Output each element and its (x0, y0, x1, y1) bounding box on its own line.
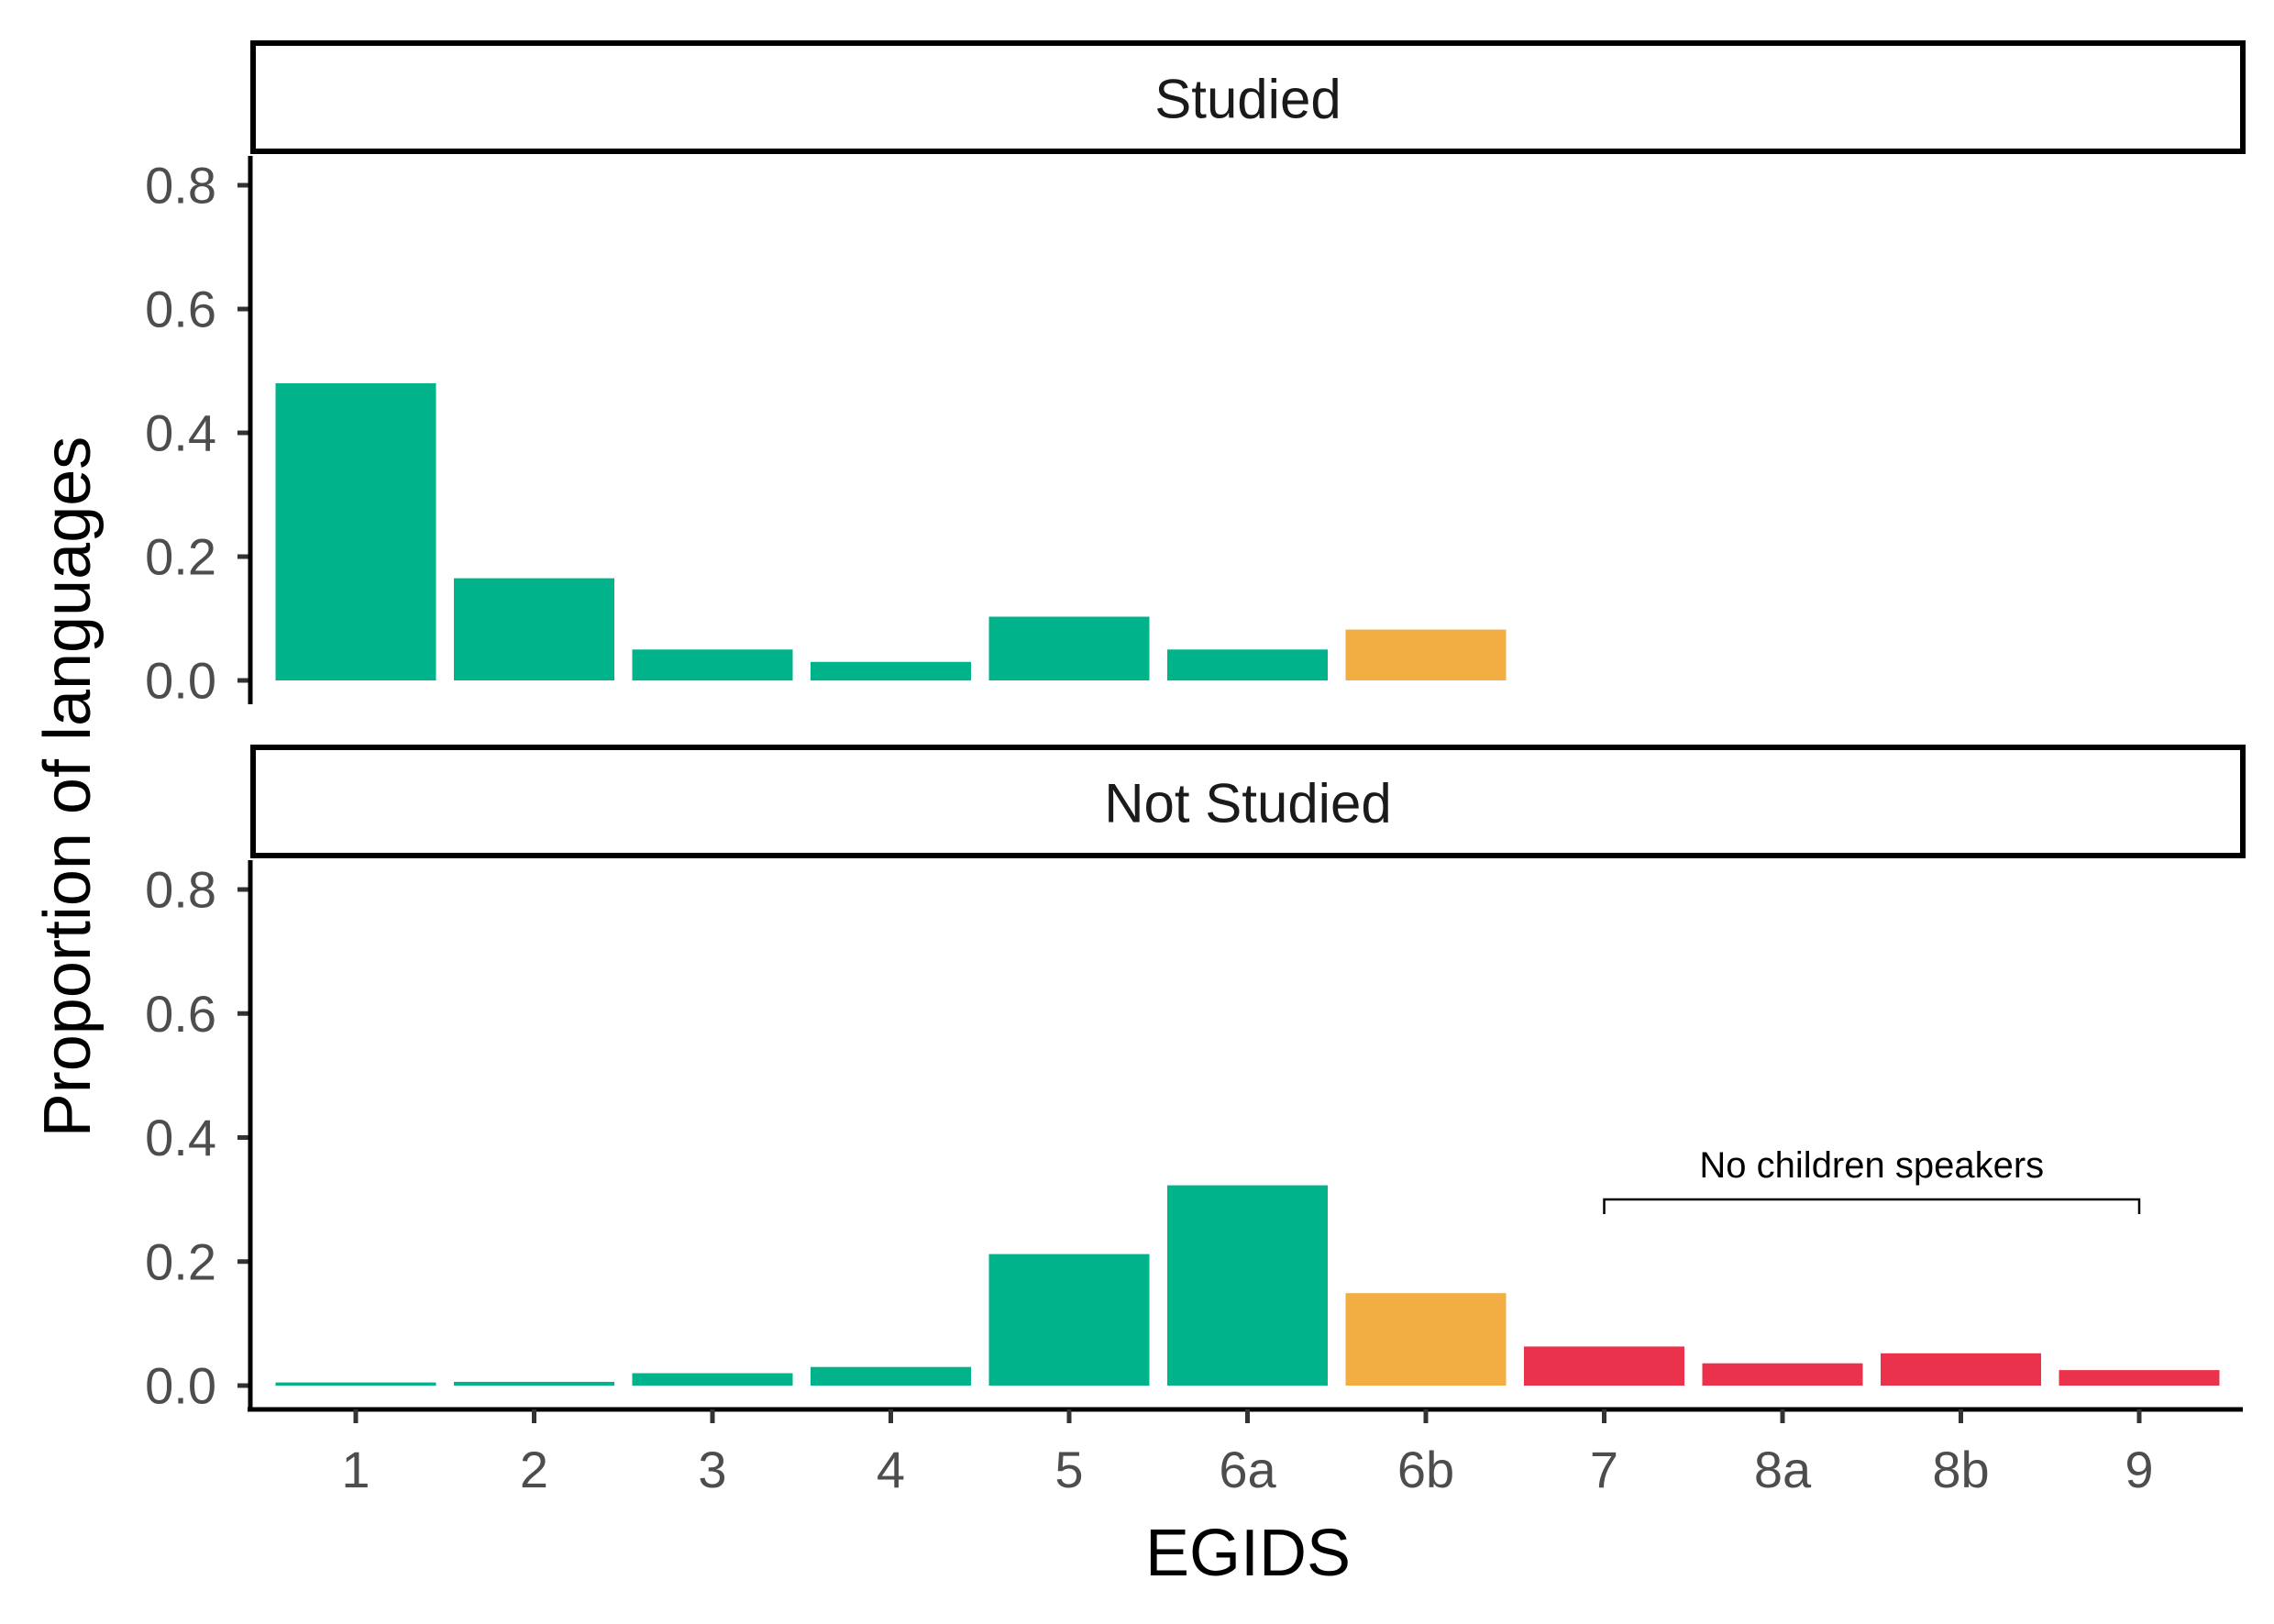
panel-studied: Studied 0.0 0.2 0.4 0.6 0.8 (145, 40, 2246, 710)
bar-not-studied-8a (1702, 1363, 1863, 1386)
bar-studied-4 (811, 661, 971, 681)
strip-studied (250, 40, 2246, 154)
bar-studied-6a (1167, 649, 1328, 681)
bar-studied-5 (988, 616, 1150, 680)
bar-not-studied-6a (1167, 1185, 1328, 1386)
bar-studied-2 (454, 578, 614, 680)
x-tick-label-1: 1 (341, 1441, 370, 1498)
annotation-label: No children speakers (1699, 1145, 2044, 1186)
bar-not-studied-7 (1524, 1346, 1684, 1386)
strip-not-studied (250, 745, 2246, 858)
bars-studied (275, 383, 1507, 681)
x-tick-label-3: 3 (698, 1441, 726, 1498)
y-tick-label-studied-1: 0.2 (145, 528, 216, 586)
x-axis-title: EGIDS (1145, 1517, 1351, 1590)
x-tick-label-2: 2 (520, 1441, 548, 1498)
panel-not-studied: Not Studied 0.0 0.2 0.4 0.6 0.8 1 2 3 4 5 6a 6b 7 8a… (145, 745, 2246, 1498)
y-tick-label-studied-0: 0.0 (145, 652, 216, 710)
bars-not-studied (275, 1185, 2220, 1386)
x-tick-label-4: 4 (877, 1441, 905, 1498)
bar-not-studied-9 (2059, 1370, 2220, 1386)
x-tick-label-8a: 8a (1754, 1441, 1812, 1498)
x-tick-label-9: 9 (2125, 1441, 2153, 1498)
y-axis-title: Proportion of languages (31, 436, 105, 1138)
strip-label-studied: Studied (1154, 69, 1341, 130)
y-ticks-studied: 0.0 0.2 0.4 0.6 0.8 (145, 157, 250, 710)
bar-studied-3 (632, 649, 793, 681)
bar-not-studied-6b (1345, 1293, 1507, 1386)
bracket-line (1603, 1198, 2141, 1214)
annotation-bracket: No children speakers (1603, 1145, 2141, 1214)
bar-not-studied-8b (1881, 1353, 2041, 1386)
bar-not-studied-5 (988, 1254, 1150, 1386)
x-tick-label-8b: 8b (1932, 1441, 1989, 1498)
bar-not-studied-2 (454, 1381, 614, 1386)
y-tick-label-not-studied-1: 0.2 (145, 1232, 216, 1290)
x-tick-label-5: 5 (1054, 1441, 1083, 1498)
y-tick-label-not-studied-0: 0.0 (145, 1357, 216, 1415)
y-tick-label-not-studied-3: 0.6 (145, 985, 216, 1043)
y-tick-label-studied-2: 0.4 (145, 404, 216, 462)
bar-not-studied-4 (811, 1366, 971, 1386)
x-tick-label-6b: 6b (1397, 1441, 1454, 1498)
x-ticks: 1 2 3 4 5 6a 6b 7 8a 8b 9 (341, 1409, 2154, 1498)
bar-not-studied-3 (632, 1373, 793, 1386)
bar-studied-6b (1345, 629, 1507, 680)
strip-label-not-studied: Not Studied (1104, 773, 1392, 834)
y-tick-label-studied-4: 0.8 (145, 157, 216, 215)
y-tick-label-not-studied-4: 0.8 (145, 861, 216, 919)
bar-studied-1 (275, 383, 436, 680)
bar-not-studied-1 (275, 1382, 436, 1386)
y-tick-label-not-studied-2: 0.4 (145, 1109, 216, 1166)
x-tick-label-6a: 6a (1219, 1441, 1276, 1498)
y-tick-label-studied-3: 0.6 (145, 281, 216, 338)
x-tick-label-7: 7 (1590, 1441, 1618, 1498)
y-ticks-not-studied: 0.0 0.2 0.4 0.6 0.8 (145, 861, 250, 1415)
